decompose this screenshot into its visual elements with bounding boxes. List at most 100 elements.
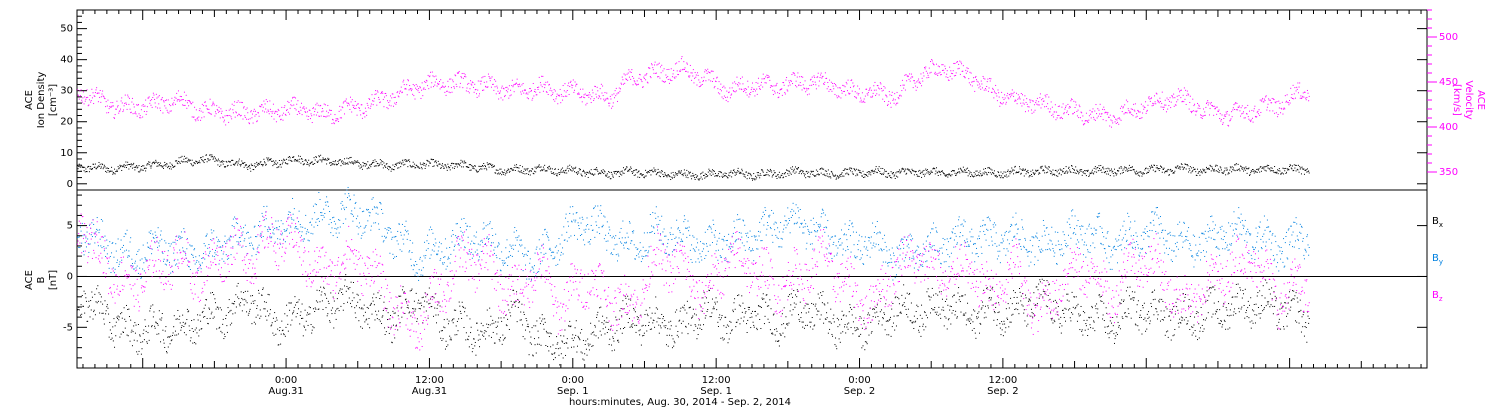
velocity-point (333, 123, 335, 125)
bx-point (383, 301, 385, 303)
density-point (1105, 171, 1107, 173)
density-point (512, 169, 514, 171)
density-point (979, 170, 981, 172)
velocity-point (977, 81, 979, 83)
density-point (522, 166, 524, 168)
density-point (516, 167, 518, 169)
bx-point (298, 299, 300, 301)
density-point (988, 166, 990, 168)
velocity-point (619, 88, 621, 90)
density-point (126, 164, 128, 166)
velocity-point (404, 88, 406, 90)
density-point (368, 167, 370, 169)
density-point (1122, 171, 1124, 173)
density-point (1156, 165, 1158, 167)
velocity-point (1270, 102, 1272, 104)
density-point (947, 176, 949, 178)
bx-point (364, 311, 366, 313)
density-point (1031, 175, 1033, 177)
density-point (308, 165, 310, 167)
density-point (443, 167, 445, 169)
velocity-point (1087, 121, 1089, 123)
velocity-point (885, 95, 887, 97)
density-point (1240, 165, 1242, 167)
velocity-point (1280, 107, 1282, 109)
density-point (194, 162, 196, 164)
density-point (778, 171, 780, 173)
bx-point (109, 329, 111, 331)
density-point (957, 171, 959, 173)
density-point (1278, 168, 1280, 170)
velocity-point (961, 63, 963, 65)
density-point (223, 166, 225, 168)
velocity-point (646, 73, 648, 75)
bx-point (301, 303, 303, 305)
density-point (112, 171, 114, 173)
density-point (1063, 168, 1065, 170)
bx-point (151, 325, 153, 327)
velocity-point (113, 117, 115, 119)
velocity-point (740, 78, 742, 80)
velocity-point (453, 86, 455, 88)
density-point (703, 174, 705, 176)
density-point (929, 171, 931, 173)
velocity-point (523, 92, 525, 94)
velocity-point (330, 109, 332, 111)
velocity-point (1158, 100, 1160, 102)
velocity-point (1292, 97, 1293, 99)
density-point (325, 159, 327, 161)
velocity-point (585, 104, 587, 106)
bx-point (280, 333, 282, 335)
density-point (530, 170, 532, 172)
density-point (843, 175, 845, 177)
bx-point (360, 326, 362, 328)
density-point (590, 173, 592, 175)
density-point (533, 170, 535, 172)
velocity-point (659, 77, 661, 79)
velocity-point (371, 94, 373, 96)
density-point (654, 169, 656, 171)
velocity-point (431, 71, 433, 73)
density-point (338, 159, 340, 161)
density-point (110, 170, 112, 172)
density-point (791, 168, 793, 170)
velocity-point (158, 103, 160, 105)
velocity-point (527, 93, 529, 95)
density-point (852, 173, 854, 175)
bx-point (385, 331, 387, 333)
bx-point (108, 336, 110, 338)
density-point (293, 160, 295, 162)
density-point (961, 171, 963, 173)
velocity-point (369, 98, 371, 100)
velocity-point (161, 98, 163, 100)
density-point (498, 173, 500, 175)
velocity-point (1093, 116, 1095, 118)
density-point (811, 171, 813, 173)
density-point (939, 172, 941, 174)
density-point (1124, 167, 1126, 169)
density-point (1103, 168, 1105, 170)
density-point (1275, 171, 1277, 173)
bx-point (201, 328, 203, 330)
velocity-point (538, 76, 540, 78)
bx-point (282, 329, 284, 331)
velocity-point (821, 76, 823, 78)
bx-point (260, 315, 262, 317)
density-point (732, 172, 734, 174)
density-point (1180, 166, 1182, 168)
bx-point (311, 329, 313, 331)
velocity-point (1236, 102, 1238, 104)
density-point (818, 174, 820, 176)
bx-point (349, 302, 351, 304)
density-point (725, 175, 727, 177)
velocity-point (900, 95, 902, 97)
velocity-point (1303, 96, 1305, 98)
density-point (1126, 168, 1128, 170)
density-point (1251, 169, 1253, 171)
density-point (1002, 177, 1004, 179)
density-point (452, 167, 454, 169)
density-point (643, 176, 645, 178)
bx-point (321, 291, 323, 293)
density-point (239, 164, 241, 166)
